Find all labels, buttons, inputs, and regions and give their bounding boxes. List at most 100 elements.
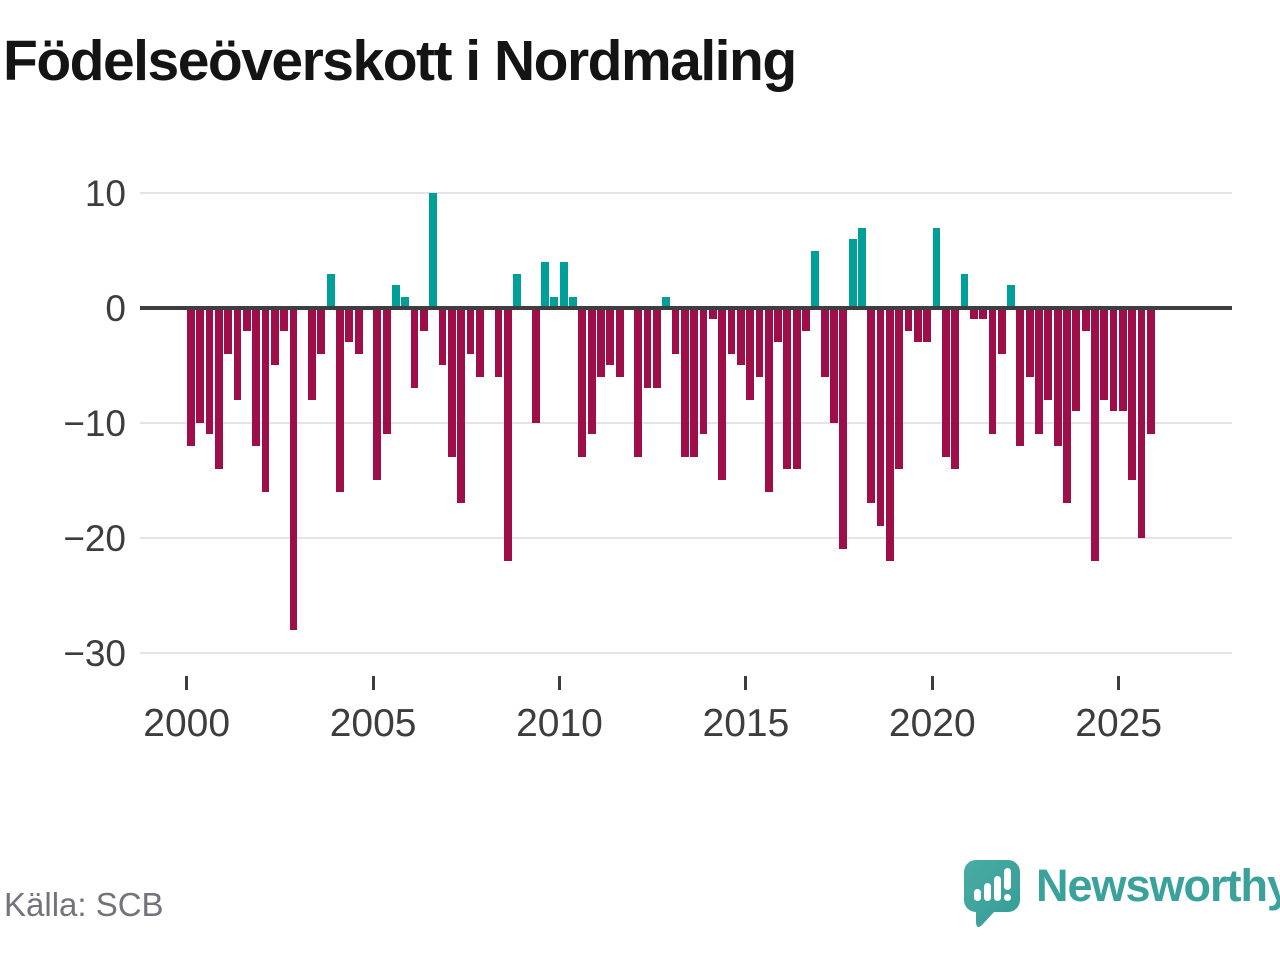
bar-2003Q4: [326, 273, 335, 308]
bar-2015Q1: [746, 308, 754, 400]
bar-2007Q1: [447, 308, 456, 458]
bar-2019Q1: [895, 308, 904, 469]
bar-2009Q2: [531, 308, 540, 423]
newsworthy-logo: Newsworthy: [962, 858, 1280, 930]
bar-2009Q3: [541, 262, 549, 308]
bar-2023Q2: [1053, 308, 1062, 446]
bar-2011Q2: [606, 308, 615, 366]
bar-2014Q1: [708, 308, 717, 320]
bar-2021Q3: [988, 308, 997, 435]
bar-2001Q4: [252, 308, 261, 446]
x-axis-tick-2015: [744, 676, 748, 690]
bar-2005Q3: [392, 285, 400, 308]
bar-2000Q3: [205, 308, 214, 435]
bar-2000Q1: [187, 308, 195, 446]
bar-2008Q3: [503, 308, 512, 561]
bar-2018Q2: [867, 308, 876, 504]
bar-2025Q4: [1146, 308, 1155, 435]
bar-2020Q4: [960, 273, 969, 308]
bar-2023Q3: [1063, 308, 1071, 504]
bar-2001Q2: [233, 308, 242, 400]
newsworthy-wordmark: Newsworthy: [1036, 860, 1280, 911]
bar-2024Q1: [1081, 308, 1090, 331]
bar-2006Q1: [410, 308, 419, 389]
bar-2022Q3: [1025, 308, 1034, 377]
bar-2000Q2: [196, 308, 205, 423]
bar-2010Q1: [559, 262, 568, 308]
y-axis-label-10: 10: [84, 173, 126, 215]
bar-2014Q3: [727, 308, 736, 354]
bar-2015Q3: [764, 308, 773, 492]
bar-2005Q1: [373, 308, 382, 481]
bar-2021Q4: [997, 308, 1006, 354]
bar-2017Q2: [830, 308, 838, 423]
bar-2011Q1: [597, 308, 605, 377]
bar-2012Q1: [634, 308, 643, 458]
x-axis-tick-2010: [558, 676, 561, 690]
bar-2016Q1: [783, 308, 792, 469]
bar-2015Q4: [774, 308, 782, 343]
bar-2004Q1: [336, 308, 344, 492]
bar-2011Q3: [615, 308, 624, 377]
x-axis-tick-2025: [1117, 676, 1121, 690]
y-axis-label-−30: −30: [63, 632, 126, 674]
newsworthy-bubble-chart-icon: [964, 860, 1020, 928]
bar-2009Q4: [550, 296, 559, 308]
bar-2007Q3: [466, 308, 475, 354]
bar-2006Q3: [429, 193, 438, 308]
bar-2022Q4: [1035, 308, 1043, 435]
bar-2007Q4: [475, 308, 484, 377]
bar-2018Q4: [886, 308, 894, 561]
bar-2023Q1: [1044, 308, 1053, 400]
x-axis-label-2010: 2010: [516, 702, 603, 745]
bar-2012Q2: [643, 308, 652, 389]
bar-2005Q4: [401, 296, 410, 308]
bar-2001Q3: [242, 308, 251, 331]
bar-2006Q2: [420, 308, 428, 331]
x-axis-zero-line: [140, 306, 1232, 310]
x-axis-label-2015: 2015: [702, 702, 790, 745]
bar-2013Q1: [671, 308, 680, 354]
gridline-y-−20: [140, 536, 1232, 539]
bar-2014Q4: [736, 308, 745, 366]
bar-2018Q1: [858, 227, 866, 308]
bar-2024Q2: [1091, 308, 1099, 561]
bar-2019Q2: [904, 308, 913, 331]
bar-2020Q1: [932, 227, 941, 308]
bar-2025Q3: [1137, 308, 1146, 538]
bar-2021Q2: [979, 308, 987, 320]
bar-2006Q4: [438, 308, 447, 366]
x-axis-tick-2000: [185, 676, 189, 690]
bar-2013Q3: [690, 308, 699, 458]
y-axis-label-0: 0: [105, 288, 126, 329]
bar-2021Q1: [969, 308, 978, 320]
bar-2017Q3: [839, 308, 848, 550]
bar-2013Q2: [680, 308, 689, 458]
bar-2017Q4: [848, 239, 857, 308]
bar-2016Q2: [792, 308, 801, 469]
source-caption: Källa: SCB: [4, 886, 164, 923]
gridline-y-−30: [140, 651, 1232, 654]
bar-2016Q3: [802, 308, 810, 331]
bar-2000Q4: [214, 308, 223, 469]
bar-2004Q2: [345, 308, 354, 343]
bar-2013Q4: [699, 308, 708, 435]
bar-2019Q3: [913, 308, 922, 343]
bar-2016Q4: [811, 250, 820, 308]
y-axis-label-−10: −10: [63, 402, 126, 444]
bar-2017Q1: [820, 308, 829, 377]
x-axis-tick-2005: [371, 676, 375, 690]
bar-2025Q2: [1128, 308, 1137, 481]
bar-2004Q3: [354, 308, 363, 354]
bar-2010Q4: [587, 308, 596, 435]
bar-2005Q2: [382, 308, 391, 435]
bar-2019Q4: [923, 308, 932, 343]
bar-2001Q1: [224, 308, 233, 354]
chart-title: Födelseöverskott i Nordmaling: [3, 29, 797, 93]
bar-2020Q2: [941, 308, 950, 458]
x-axis-label-2000: 2000: [143, 702, 231, 745]
x-axis-label-2020: 2020: [888, 702, 976, 745]
bar-2025Q1: [1119, 308, 1127, 412]
bar-2024Q3: [1100, 308, 1109, 400]
bar-2003Q3: [317, 308, 326, 354]
